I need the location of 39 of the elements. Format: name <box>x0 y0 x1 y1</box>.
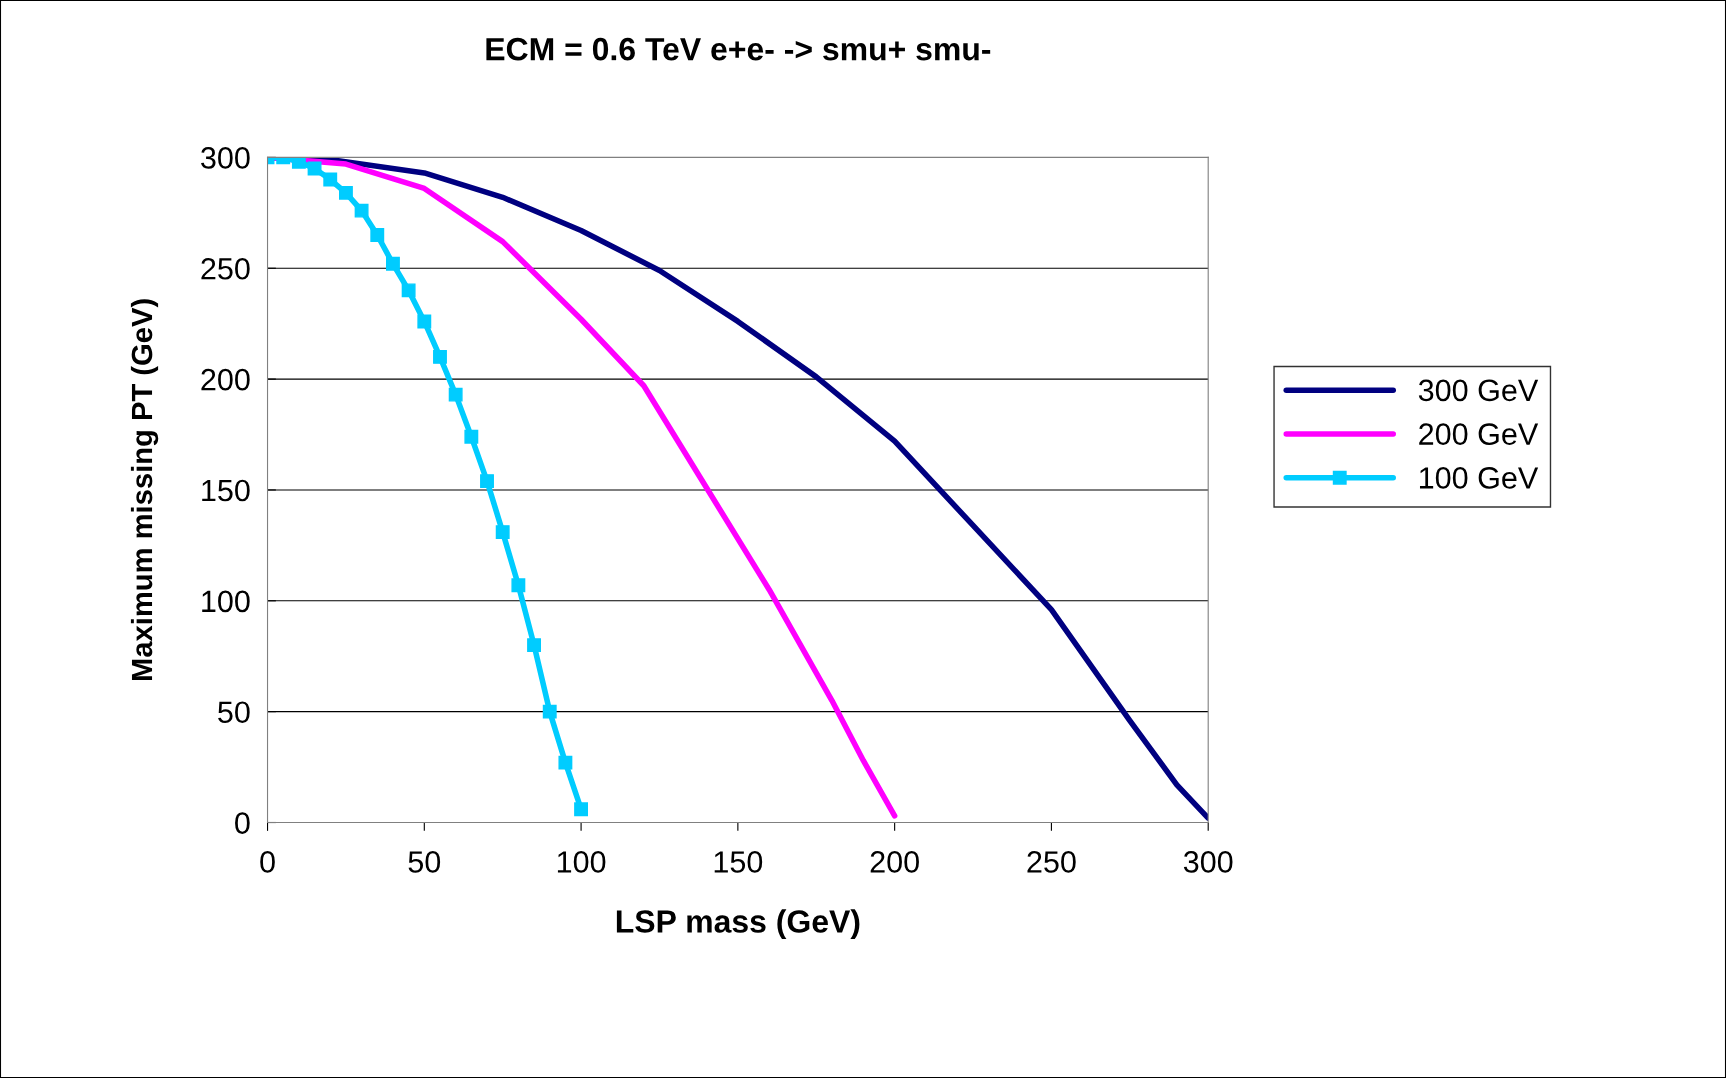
point <box>307 161 322 176</box>
x-tick-label: 0 <box>260 851 275 873</box>
point <box>401 283 416 298</box>
y-tick-label: 250 <box>201 257 250 280</box>
y-tick-label: 100 <box>202 590 250 613</box>
x-axis-title: LSP mass (GeV) <box>616 909 860 940</box>
point <box>354 203 369 218</box>
y-axis-title: Maximum missing PT (GeV) <box>130 299 159 681</box>
point <box>433 349 447 364</box>
legend-label: 300 GeV <box>1418 379 1539 402</box>
x-tick-label: 150 <box>714 851 763 873</box>
point <box>370 228 385 242</box>
point <box>574 802 589 817</box>
chart-title: ECM = 0.6 TeV e+e- -> smu+ smu- <box>486 37 991 61</box>
point <box>464 429 479 444</box>
y-tick-label: 200 <box>201 368 250 391</box>
point <box>542 704 557 719</box>
x-tick-label: 250 <box>1027 851 1076 873</box>
point <box>448 387 463 402</box>
point <box>291 157 306 169</box>
point <box>323 172 338 187</box>
point <box>480 474 494 489</box>
x-tick-label: 300 <box>1183 851 1233 873</box>
point <box>338 185 353 200</box>
point <box>386 256 400 271</box>
point <box>558 755 573 770</box>
point <box>495 525 510 540</box>
x-tick-label: 200 <box>870 851 919 873</box>
legend-label: 200 GeV <box>1419 423 1539 445</box>
y-tick-label: 50 <box>218 701 250 724</box>
x-tick-label: 50 <box>408 851 441 873</box>
point <box>527 638 541 653</box>
y-tick-label: 150 <box>202 479 250 502</box>
point <box>511 578 526 593</box>
y-tick-label: 300 <box>201 147 250 169</box>
point <box>417 314 432 329</box>
y-tick-label: 0 <box>235 812 250 834</box>
legend-label: 100 GeV <box>1419 467 1539 489</box>
x-tick-label: 100 <box>557 851 606 873</box>
